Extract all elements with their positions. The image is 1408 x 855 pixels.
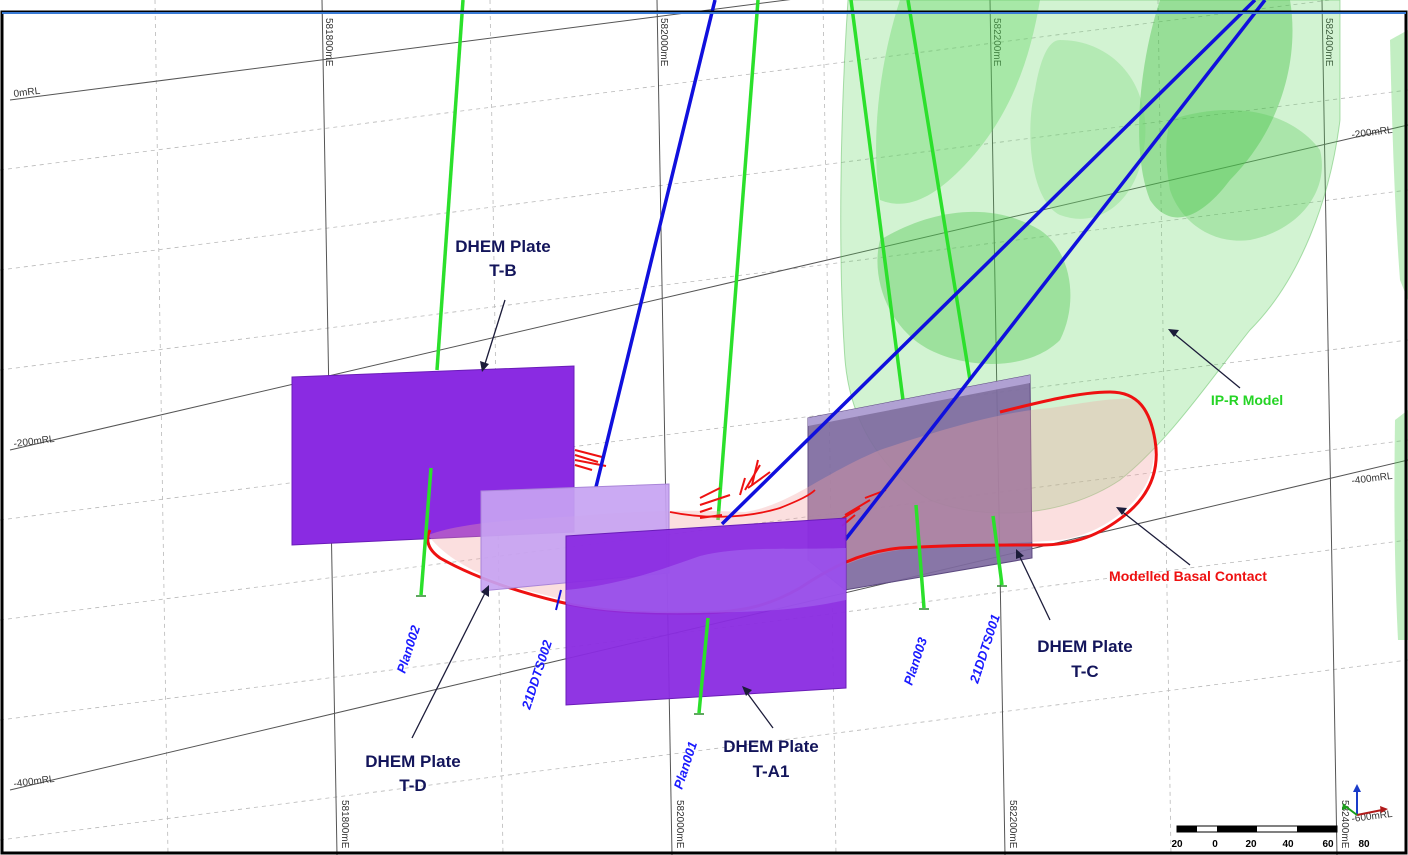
scale-bar: 20 0 20 40 60 80 <box>1171 825 1370 850</box>
drill-trace <box>716 0 760 521</box>
rl-right-label: -200mRL <box>1351 125 1394 141</box>
collar-markers <box>416 585 1007 715</box>
scale-tick: 0 <box>1212 839 1218 850</box>
downhole-anomalies <box>574 449 887 527</box>
plate-t-a1 <box>565 517 847 706</box>
grid-labels: 581800mE 582000mE 582200mE 582400mE 5818… <box>13 18 1394 849</box>
drill-trace <box>435 0 465 371</box>
rl-left-label: 0mRL <box>13 86 41 100</box>
drill-traces-green-lower <box>419 467 1004 714</box>
leader-lines <box>411 299 1241 739</box>
ipr-model-label: IP-R Model <box>1211 392 1283 408</box>
scale-tick: 60 <box>1322 839 1334 850</box>
plate-t-c-id: T-C <box>1071 662 1098 681</box>
plate-t-d-id: T-D <box>399 776 426 795</box>
easting-line-582000 <box>656 0 673 855</box>
easting-bottom-label: 582400mE <box>1339 800 1350 849</box>
axis-triad-icon <box>1342 784 1388 816</box>
easting-bottom-label: 582200mE <box>1007 800 1018 849</box>
drill-traces-blue <box>594 0 1267 542</box>
scale-tick: 40 <box>1282 839 1294 850</box>
plate-t-c-label: DHEM Plate <box>1037 637 1132 656</box>
scale-tick: 20 <box>1245 839 1257 850</box>
basal-contact-label: Modelled Basal Contact <box>1109 568 1267 584</box>
plate-t-a1-label: DHEM Plate <box>723 737 818 756</box>
plate-t-c <box>807 374 1033 591</box>
plate-labels: DHEM Plate T-B DHEM Plate T-D DHEM Plate… <box>365 237 1132 795</box>
easting-line-582400 <box>1321 0 1338 855</box>
rl-left-label: -400mRL <box>13 774 56 790</box>
plate-t-a1-id: T-A1 <box>753 762 790 781</box>
rl-line-0 <box>9 0 791 101</box>
drill-trace <box>906 0 972 381</box>
easting-top-label: 582200mE <box>991 18 1002 67</box>
scale-tick: 20 <box>1171 839 1183 850</box>
rl-line-minus200 <box>9 124 1408 451</box>
drill-traces-green <box>435 0 972 521</box>
rl-right-label: -400mRL <box>1351 471 1394 487</box>
rl-left-label: -200mRL <box>13 434 56 450</box>
drill-trace <box>843 0 1267 542</box>
drill-trace <box>720 0 1257 526</box>
easting-bottom-label: 581800mE <box>339 800 350 849</box>
rl-right-label: -600mRL <box>1351 809 1394 825</box>
easting-bottom-label: 582000mE <box>674 800 685 849</box>
feature-labels: IP-R Model Modelled Basal Contact <box>1109 392 1283 584</box>
easting-top-label: 581800mE <box>323 18 334 67</box>
scale-tick: 80 <box>1358 839 1370 850</box>
easting-top-label: 582400mE <box>1323 18 1334 67</box>
drill-trace <box>849 0 905 401</box>
drill-trace <box>594 0 717 488</box>
plate-t-d-label: DHEM Plate <box>365 752 460 771</box>
plate-t-b-label: DHEM Plate <box>455 237 550 256</box>
plate-t-b-id: T-B <box>489 261 516 280</box>
easting-top-label: 582000mE <box>658 18 669 67</box>
